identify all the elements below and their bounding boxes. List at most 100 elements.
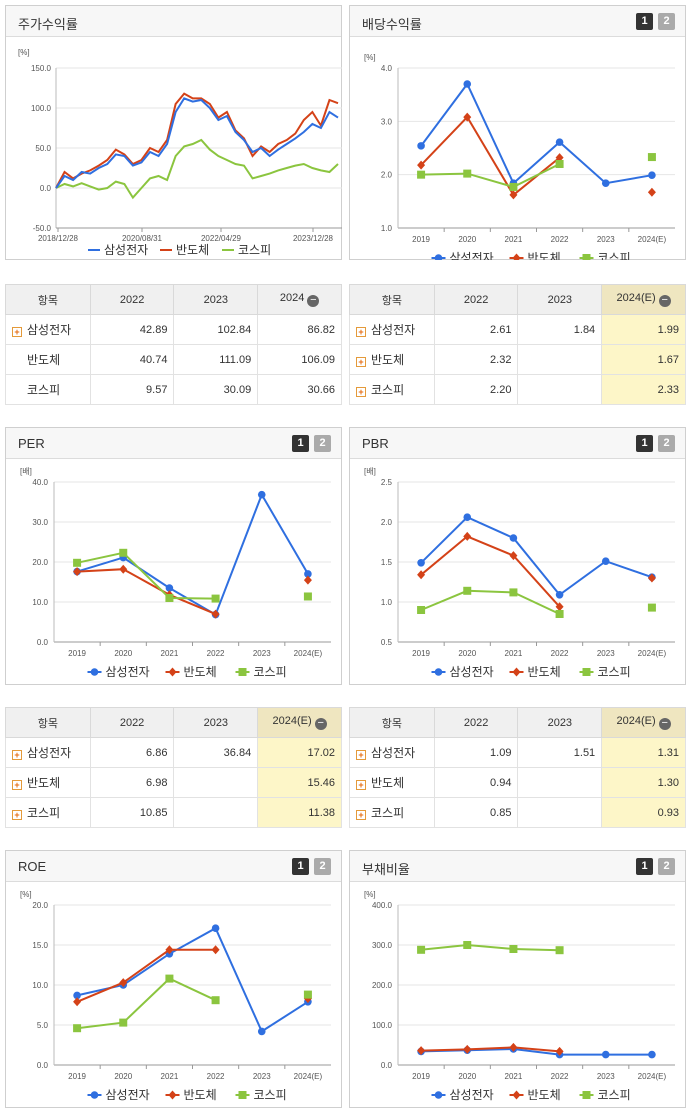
legend-label: 코스피 (598, 251, 631, 260)
page-1-button[interactable]: 1 (292, 858, 309, 875)
stock-return-title: 주가수익률 (18, 17, 78, 32)
column-header: 항목 (5, 707, 91, 738)
expand-icon[interactable]: + (356, 750, 366, 760)
data-point (257, 1027, 266, 1036)
x-tick-label: 2019 (412, 235, 430, 244)
x-tick-label: 2020 (114, 649, 132, 658)
table-cell: 111.09 (173, 344, 259, 375)
x-tick-label: 2019 (412, 649, 430, 658)
y-tick-label: 300.0 (372, 941, 393, 950)
y-tick-label: 40.0 (32, 478, 48, 487)
series-1 (417, 112, 656, 200)
y-tick-label: 1.5 (381, 558, 393, 567)
column-header: 2024(E) − (601, 707, 686, 738)
y-tick-label: 10.0 (32, 598, 48, 607)
x-tick-label: 2024(E) (638, 235, 667, 244)
page-2-button[interactable]: 2 (658, 858, 675, 875)
data-point (73, 567, 82, 577)
legend-label: 반도체 (184, 665, 217, 679)
collapse-icon[interactable]: − (314, 718, 327, 730)
row-label: 삼성전자 (371, 323, 416, 337)
pbr-panel: PBR 1 2 [배] 2.5 2.0 1.5 1.0 0.5 2019 2020 2021 20… (349, 427, 686, 685)
legend-label: 코스피 (254, 1088, 287, 1102)
table-row: + 반도체 6.98 15.46 (5, 767, 342, 798)
column-header-label: 2023 (203, 293, 229, 306)
legend-label: 삼성전자 (450, 1088, 494, 1102)
table-cell: 106.09 (257, 344, 342, 375)
expand-icon[interactable]: + (356, 357, 366, 367)
column-header: 2022 (89, 284, 175, 315)
data-point (211, 924, 220, 932)
column-header: 2024(E) − (601, 284, 686, 315)
series-2 (417, 941, 564, 955)
roe-pager: 1 2 (292, 858, 331, 875)
row-label: 코스피 (27, 806, 61, 820)
page-1-button[interactable]: 1 (636, 435, 653, 452)
series-2 (73, 548, 312, 603)
page-1-button[interactable]: 1 (636, 13, 653, 30)
x-tick-label: 2021 (505, 649, 523, 658)
legend-marker (512, 253, 521, 260)
column-header: 2024− (257, 284, 342, 315)
row-label-cell: + 삼성전자 (349, 737, 435, 768)
x-tick-label: 2023 (597, 1072, 615, 1081)
data-point (463, 941, 472, 949)
expand-icon[interactable]: + (356, 327, 366, 337)
expand-icon[interactable]: + (12, 750, 22, 760)
x-tick-label: 2021 (161, 649, 179, 658)
page-2-button[interactable]: 2 (314, 858, 331, 875)
legend-label: 반도체 (176, 243, 209, 257)
expand-icon[interactable]: + (12, 327, 22, 337)
data-point (647, 603, 656, 612)
column-header-label: 2022 (463, 716, 489, 729)
table-row: + 삼성전자 42.89 102.84 86.82 (5, 314, 342, 345)
page-1-button[interactable]: 1 (292, 435, 309, 452)
legend-marker (434, 254, 443, 260)
data-point (555, 591, 564, 599)
page-1-button[interactable]: 1 (636, 858, 653, 875)
table-cell: 11.38 (257, 797, 342, 828)
table-row: + 삼성전자 1.09 1.51 1.31 (349, 737, 686, 768)
y-tick-label: 0.5 (381, 638, 393, 647)
legend-label: 반도체 (528, 1088, 561, 1102)
expand-icon[interactable]: + (356, 810, 366, 820)
unit-label: [%] (18, 48, 30, 57)
y-tick-label: 0.0 (381, 1061, 393, 1070)
series-0 (73, 924, 312, 1036)
data-point (417, 606, 426, 614)
pbr-header: PBR 1 2 (350, 428, 685, 459)
table-cell (173, 797, 259, 828)
x-tick-label: 2019 (412, 1072, 430, 1081)
data-point (303, 575, 312, 585)
expand-icon[interactable]: + (356, 780, 366, 790)
collapse-icon[interactable]: − (307, 295, 320, 307)
collapse-icon[interactable]: − (658, 718, 671, 730)
column-header-label: 항목 (37, 717, 58, 730)
x-tick-label: 2022 (551, 1072, 569, 1081)
data-point (211, 594, 220, 603)
roe-title: ROE (18, 859, 47, 874)
table-cell: 1.84 (517, 314, 603, 345)
table-cell: 36.84 (173, 737, 259, 768)
x-tick-label: 2023 (253, 649, 271, 658)
series-0 (417, 513, 656, 599)
x-tick-label: 2020 (458, 649, 476, 658)
series-line (76, 926, 309, 1033)
expand-icon[interactable]: + (12, 810, 22, 820)
data-point (555, 946, 564, 955)
expand-icon[interactable]: + (12, 780, 22, 790)
page-2-button[interactable]: 2 (658, 435, 675, 452)
per-chart: [배]40.0 30.0 20.0 10.0 0.0 2019 2020 2021 2022 20… (20, 467, 331, 679)
page-2-button[interactable]: 2 (314, 435, 331, 452)
y-tick-label: 400.0 (372, 901, 393, 910)
page-2-button[interactable]: 2 (658, 13, 675, 30)
collapse-icon[interactable]: − (658, 295, 671, 307)
data-point (73, 991, 81, 1000)
y-tick-label: 3.0 (381, 117, 393, 126)
data-point (555, 610, 564, 618)
table-cell (517, 374, 603, 405)
dividend-header: 배당수익률 1 2 (350, 6, 685, 37)
table-cell: 30.09 (173, 374, 259, 405)
legend-label: 삼성전자 (450, 251, 494, 260)
expand-icon[interactable]: + (356, 387, 366, 397)
